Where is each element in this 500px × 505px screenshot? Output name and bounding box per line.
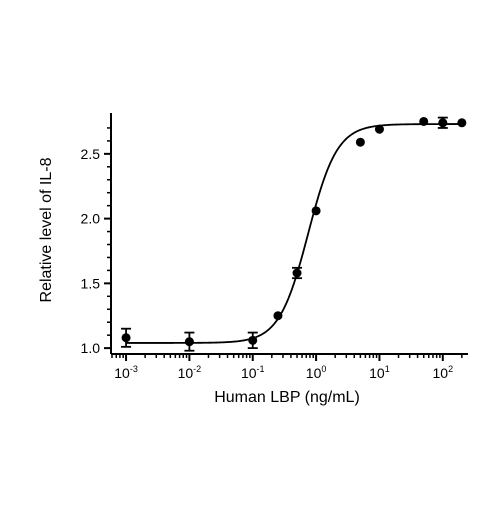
data-point xyxy=(438,118,448,128)
y-axis-title: Relative level of IL-8 xyxy=(38,157,55,302)
x-tick-base: 10 xyxy=(114,365,130,381)
data-point xyxy=(311,206,321,216)
x-tick-exponent: -2 xyxy=(193,364,201,374)
x-tick-label: 102 xyxy=(432,364,453,381)
x-tick-base: 10 xyxy=(369,365,385,381)
x-tick-exponent: 0 xyxy=(321,364,326,374)
data-points-layer xyxy=(121,116,467,352)
x-tick-exponent: -1 xyxy=(257,364,265,374)
x-tick-exponent: -3 xyxy=(130,364,138,374)
x-tick-base: 10 xyxy=(432,365,448,381)
y-tick-label: 2.5 xyxy=(81,146,101,162)
data-point xyxy=(457,118,467,128)
x-axis-title: Human LBP (ng/mL) xyxy=(214,389,360,406)
data-point xyxy=(292,268,302,278)
x-tick-base: 10 xyxy=(178,365,194,381)
data-point xyxy=(121,333,131,343)
data-point xyxy=(355,137,365,147)
x-tick-exponent: 1 xyxy=(385,364,390,374)
x-tick-label: 10-1 xyxy=(241,364,265,381)
data-point xyxy=(273,311,283,321)
x-tick-base: 10 xyxy=(306,365,322,381)
x-tick-base: 10 xyxy=(241,365,257,381)
data-point xyxy=(248,335,258,345)
x-tick-label: 10-2 xyxy=(178,364,202,381)
fit-curve-layer xyxy=(126,123,462,344)
data-point xyxy=(184,337,194,347)
x-tick-label: 100 xyxy=(306,364,327,381)
x-tick-label: 10-3 xyxy=(114,364,138,381)
x-tick-exponent: 2 xyxy=(448,364,453,374)
fit-curve xyxy=(126,123,462,344)
y-tick-label: 2.0 xyxy=(81,211,101,227)
tick-labels-layer: 1.01.52.02.510-3 10-2 10-1 100 101 102 xyxy=(81,146,454,381)
y-tick-label: 1.5 xyxy=(81,275,101,291)
data-point xyxy=(374,124,384,134)
x-tick-label: 101 xyxy=(369,364,390,381)
axes xyxy=(104,113,468,361)
data-point xyxy=(419,116,429,126)
y-tick-label: 1.0 xyxy=(81,340,101,356)
